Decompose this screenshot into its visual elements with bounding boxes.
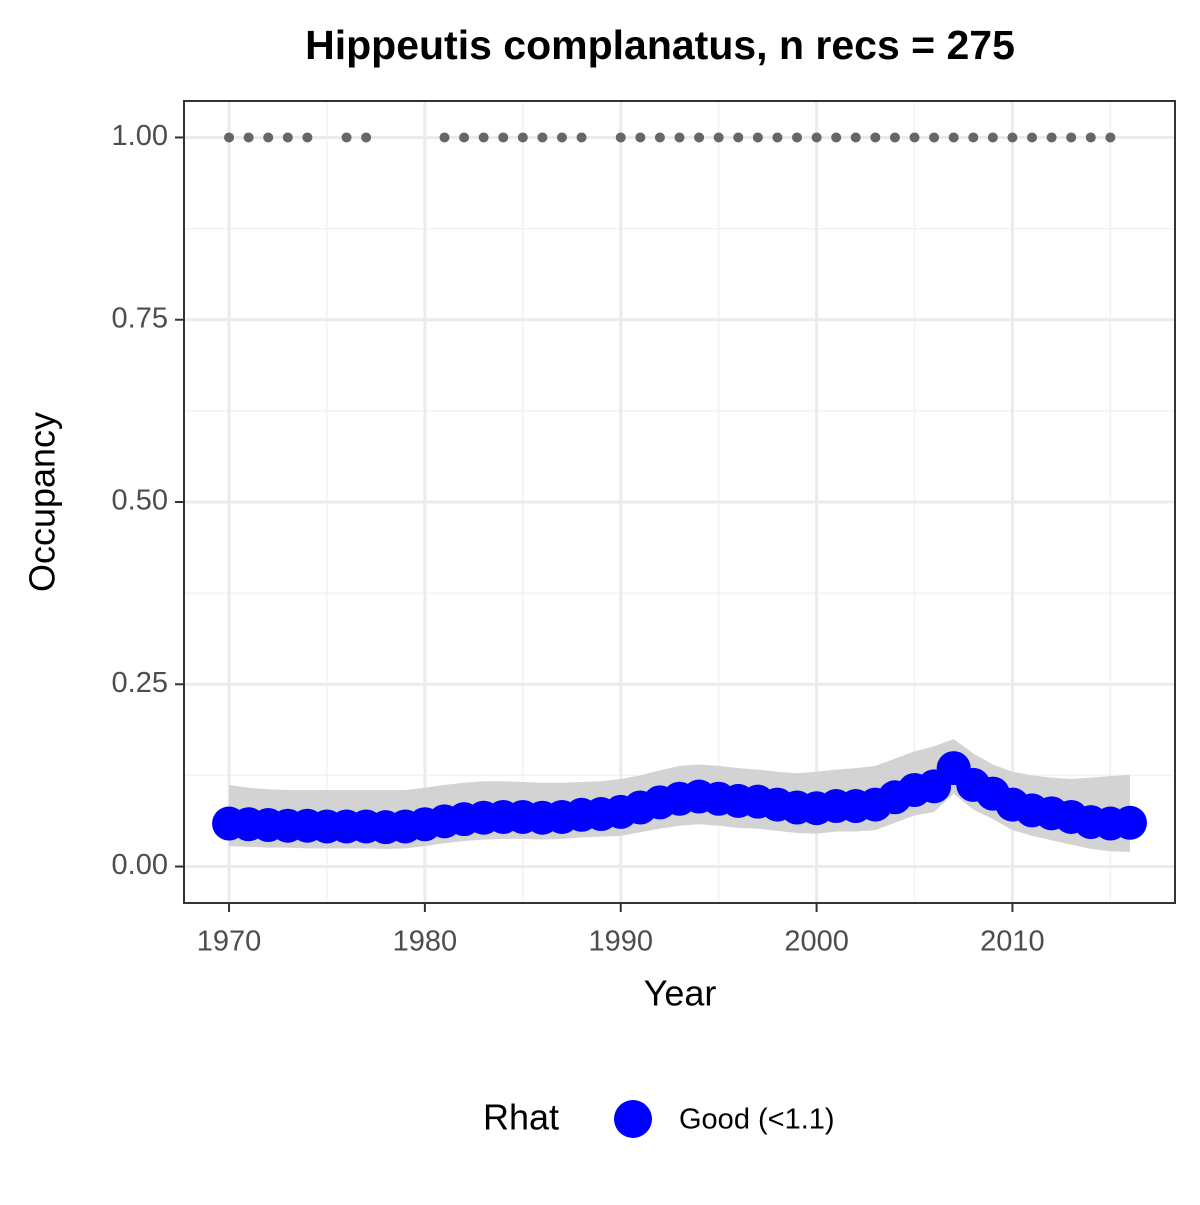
x-tick-label: 1970 (197, 926, 262, 958)
detection-point (615, 132, 626, 143)
detection-point (1085, 132, 1096, 143)
y-axis-title: Occupancy (22, 412, 63, 592)
detection-point (889, 132, 900, 143)
detection-point (439, 132, 450, 143)
detection-point (1027, 132, 1038, 143)
detection-point (792, 132, 803, 143)
detection-point (263, 132, 274, 143)
x-tick-label: 2010 (980, 926, 1045, 958)
detection-point (694, 132, 705, 143)
detection-point (831, 132, 842, 143)
detection-point (1105, 132, 1116, 143)
legend-key (614, 1100, 652, 1138)
detection-point (498, 132, 509, 143)
detection-point (811, 132, 822, 143)
panel-border (183, 100, 1176, 904)
detection-point (341, 132, 352, 143)
detection-point (909, 132, 920, 143)
y-tick-label: 0.00 (112, 849, 168, 881)
detection-point (302, 132, 313, 143)
detection-point (772, 132, 783, 143)
detection-point (517, 132, 528, 143)
legend-title: Rhat (483, 1097, 559, 1138)
detection-point (968, 132, 979, 143)
x-tick-label: 2000 (784, 926, 849, 958)
detection-point (850, 132, 861, 143)
detection-point (1066, 132, 1077, 143)
detection-point (224, 132, 235, 143)
detection-point (556, 132, 567, 143)
chart-title: Hippeutis complanatus, n recs = 275 (305, 22, 1015, 68)
detection-point (733, 132, 744, 143)
y-tick-label: 0.50 (112, 485, 168, 517)
detection-point (987, 132, 998, 143)
detection-point (674, 132, 685, 143)
detection-point (713, 132, 724, 143)
detection-point (635, 132, 646, 143)
detection-point (243, 132, 254, 143)
detection-point (478, 132, 489, 143)
y-tick-label: 0.75 (112, 302, 168, 334)
detection-point (459, 132, 470, 143)
detection-point (929, 132, 940, 143)
detection-point (537, 132, 548, 143)
detection-point (654, 132, 665, 143)
detection-point (752, 132, 763, 143)
x-axis-title: Year (644, 973, 717, 1014)
detection-point (1046, 132, 1057, 143)
x-tick-label: 1980 (393, 926, 458, 958)
y-tick-label: 1.00 (112, 120, 168, 152)
detection-point (948, 132, 959, 143)
detection-point (576, 132, 587, 143)
detection-point (870, 132, 881, 143)
y-tick-label: 0.25 (112, 667, 168, 699)
x-tick-label: 1990 (588, 926, 653, 958)
legend-label: Good (<1.1) (679, 1104, 835, 1136)
detection-point (1007, 132, 1018, 143)
detection-point (282, 132, 293, 143)
occupancy-point (1112, 805, 1147, 840)
detection-point (361, 132, 372, 143)
